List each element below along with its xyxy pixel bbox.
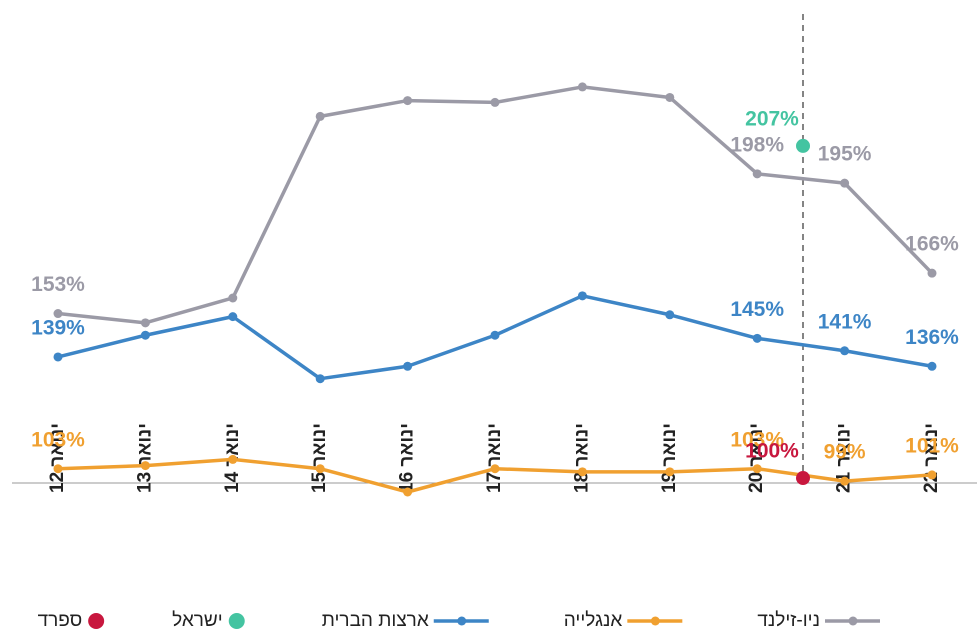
value-label: 139% <box>31 317 85 340</box>
value-label: 153% <box>31 273 85 296</box>
point <box>752 464 762 474</box>
x-tick-label: ינואר 12 <box>47 423 68 493</box>
value-label: 101% <box>905 434 959 457</box>
point <box>577 291 587 301</box>
point <box>140 318 150 328</box>
x-tick-label: ינואר 21 <box>834 423 855 493</box>
point <box>490 330 500 340</box>
x-tick-label: ינואר 19 <box>659 423 680 493</box>
x-tick-label: ינואר 20 <box>746 423 767 493</box>
value-label: 141% <box>818 310 872 333</box>
point <box>927 361 937 371</box>
value-label: 195% <box>818 143 872 166</box>
legend-swatch <box>457 616 467 626</box>
point <box>840 178 850 188</box>
point <box>53 464 63 474</box>
point <box>840 346 850 356</box>
point <box>403 487 413 497</box>
x-tick-label: ינואר 16 <box>397 423 418 493</box>
point <box>752 169 762 179</box>
legend-swatch <box>848 616 858 626</box>
point <box>577 82 587 92</box>
legend-label: ספרד <box>38 610 83 631</box>
value-label: 100% <box>745 440 799 463</box>
point <box>403 361 413 371</box>
point <box>927 268 937 278</box>
x-tick-label: ינואר 15 <box>309 423 330 493</box>
point <box>796 138 810 153</box>
point <box>665 92 675 102</box>
legend-label: ניו-זילנד <box>757 610 820 631</box>
point <box>752 333 762 343</box>
point <box>228 293 238 303</box>
value-label: 145% <box>730 298 784 321</box>
legend-swatch <box>650 616 660 626</box>
x-tick-label: ינואר 17 <box>484 423 505 493</box>
point <box>490 97 500 107</box>
value-label: 198% <box>730 133 784 156</box>
value-label: 207% <box>745 107 799 130</box>
legend-swatch <box>88 613 105 629</box>
value-label: 103% <box>31 428 85 451</box>
point <box>403 96 413 106</box>
legend-label: ארצות הברית <box>322 610 429 631</box>
value-label: 99% <box>824 441 866 464</box>
point <box>840 476 850 486</box>
point <box>927 470 937 480</box>
point <box>315 111 325 121</box>
point <box>53 309 63 319</box>
point <box>490 464 500 474</box>
point <box>140 461 150 471</box>
point <box>315 374 325 384</box>
value-label: 103% <box>730 428 784 451</box>
series-line <box>57 85 934 325</box>
point <box>796 471 810 486</box>
point <box>315 464 325 474</box>
value-label: 136% <box>905 326 959 349</box>
x-tick-label: ינואר 13 <box>134 423 155 493</box>
value-label: 166% <box>905 233 959 256</box>
point <box>665 467 675 477</box>
x-tick-label: ינואר 18 <box>571 423 592 493</box>
point <box>53 352 63 362</box>
point <box>665 310 675 320</box>
point <box>228 454 238 464</box>
point <box>228 312 238 322</box>
legend-label: אנגלייה <box>564 610 623 631</box>
point <box>140 330 150 340</box>
legend-label: ישראל <box>172 610 223 631</box>
point <box>577 467 587 477</box>
legend-swatch <box>228 613 245 629</box>
